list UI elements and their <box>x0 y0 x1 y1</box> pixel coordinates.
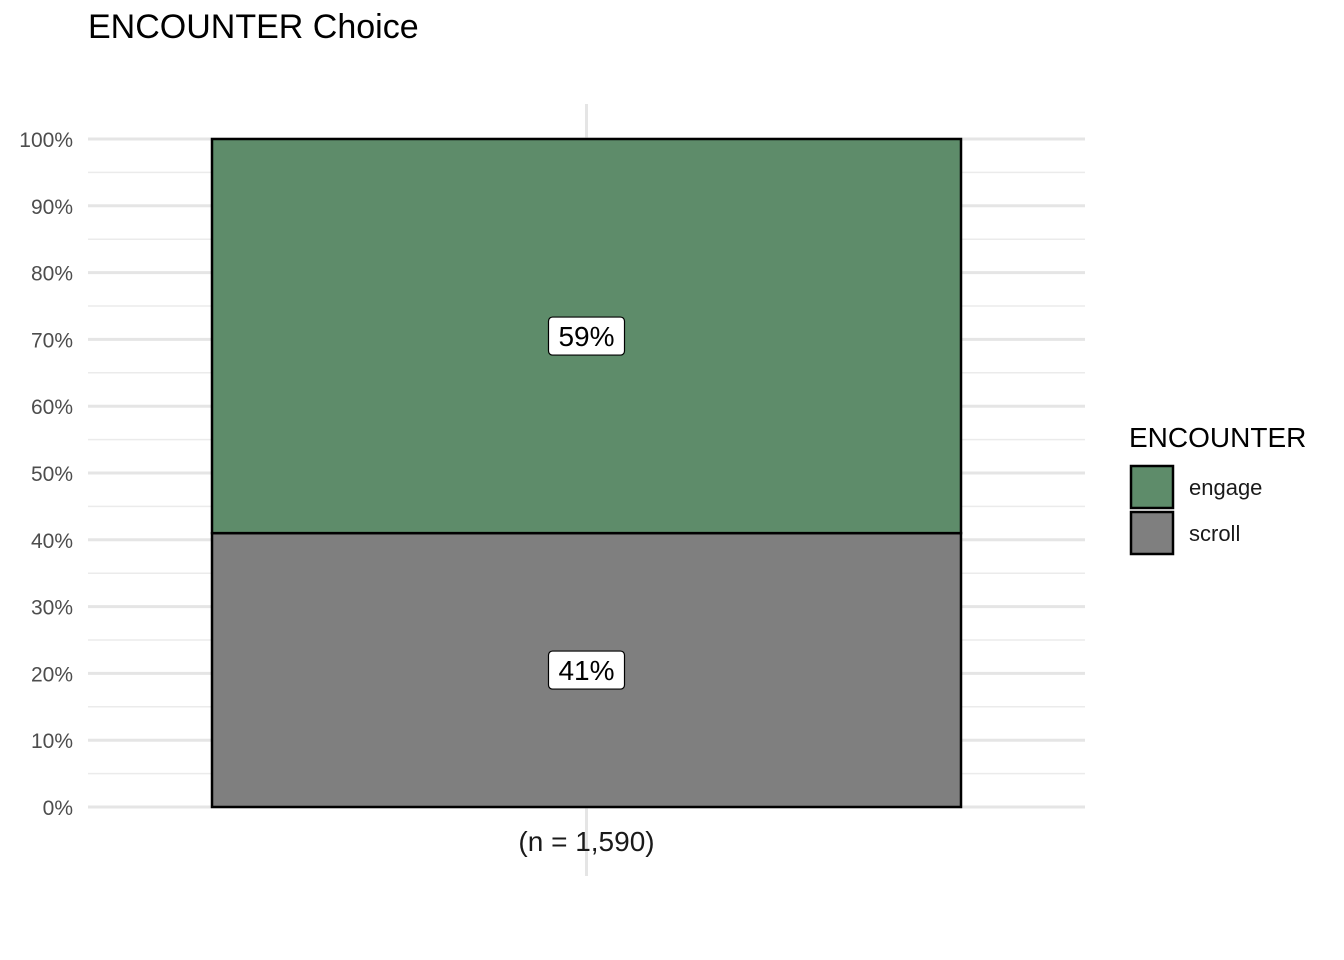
legend-key-engage <box>1129 464 1175 510</box>
y-tick-label: 50% <box>31 463 73 486</box>
data-labels: 41% 59% <box>547 316 626 690</box>
data-label-text: 59% <box>558 321 614 352</box>
y-tick-label: 40% <box>31 530 73 553</box>
x-axis: (n = 1,590) <box>518 826 654 857</box>
y-tick-label: 60% <box>31 396 73 419</box>
y-axis: 0% 10% 20% 30% 40% 50% 60% 70% 80% 90% 100% <box>19 129 73 820</box>
y-tick-label: 0% <box>43 797 73 820</box>
chart-title: ENCOUNTER Choice <box>88 8 419 46</box>
legend-label-engage: engage <box>1189 475 1262 500</box>
y-tick-label: 80% <box>31 263 73 286</box>
data-label-box <box>547 650 626 690</box>
bars <box>210 137 963 809</box>
y-tick-label: 20% <box>31 663 73 686</box>
x-category-label: (n = 1,590) <box>518 826 654 857</box>
y-tick-label: 100% <box>19 129 73 152</box>
legend-title: ENCOUNTER <box>1129 422 1306 453</box>
data-label-engage: 59% <box>547 316 626 356</box>
data-label-text: 41% <box>558 655 614 686</box>
y-tick-label: 70% <box>31 329 73 352</box>
legend: ENCOUNTER engage scroll <box>1129 422 1306 556</box>
legend-label-scroll: scroll <box>1189 521 1240 546</box>
data-label-box <box>547 316 626 356</box>
data-label-scroll: 41% <box>547 650 626 690</box>
y-tick-label: 30% <box>31 597 73 620</box>
y-tick-label: 90% <box>31 196 73 219</box>
legend-key-scroll <box>1129 510 1175 556</box>
y-tick-label: 10% <box>31 730 73 753</box>
